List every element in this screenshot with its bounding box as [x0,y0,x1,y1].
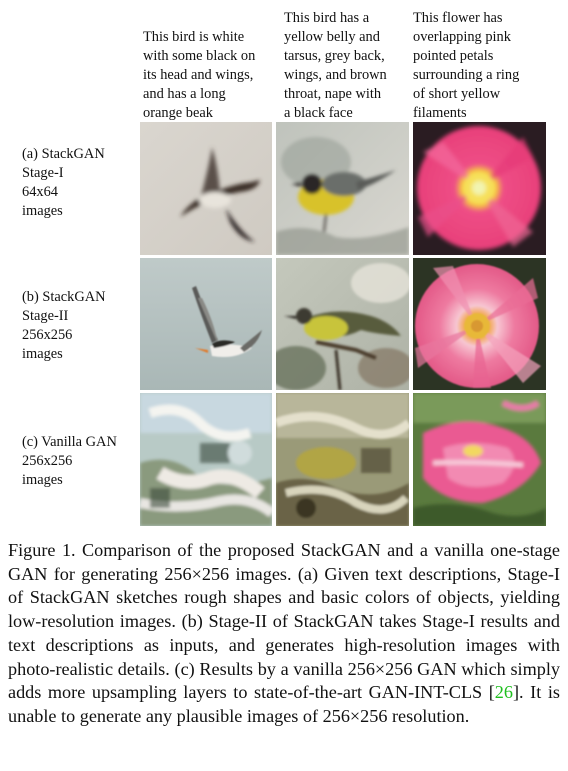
caption-text-end: ]. It is unable to generate any plausibl… [8,682,560,726]
column-header-white-bird: This bird is white with some black on it… [143,29,256,121]
image-stage-i-pink-flower [413,122,546,255]
image-vanilla-pink-flower [413,393,546,526]
row-label-stage-i: (a) StackGAN Stage-I 64x64 images [22,146,105,219]
row-label-vanilla: (c) Vanilla GAN 256x256 images [22,434,117,488]
column-header-pink-flower: This flower has overlapping pink pointed… [413,10,520,121]
image-stage-ii-yellow-bird [276,258,409,390]
citation-link[interactable]: 26 [494,682,513,703]
image-stage-ii-white-bird [140,258,272,390]
row-label-stage-ii: (b) StackGAN Stage-II 256x256 images [22,289,106,362]
image-vanilla-white-bird [140,393,272,526]
image-stage-ii-pink-flower [413,258,546,390]
image-vanilla-yellow-bird [276,393,409,526]
column-header-yellow-bird: This bird has a yellow belly and tarsus,… [284,10,387,121]
caption-text: Figure 1. Comparison of the proposed Sta… [8,540,560,703]
image-stage-i-white-bird [140,122,272,255]
figure-caption: Figure 1. Comparison of the proposed Sta… [8,539,560,729]
image-stage-i-yellow-bird [276,122,409,255]
